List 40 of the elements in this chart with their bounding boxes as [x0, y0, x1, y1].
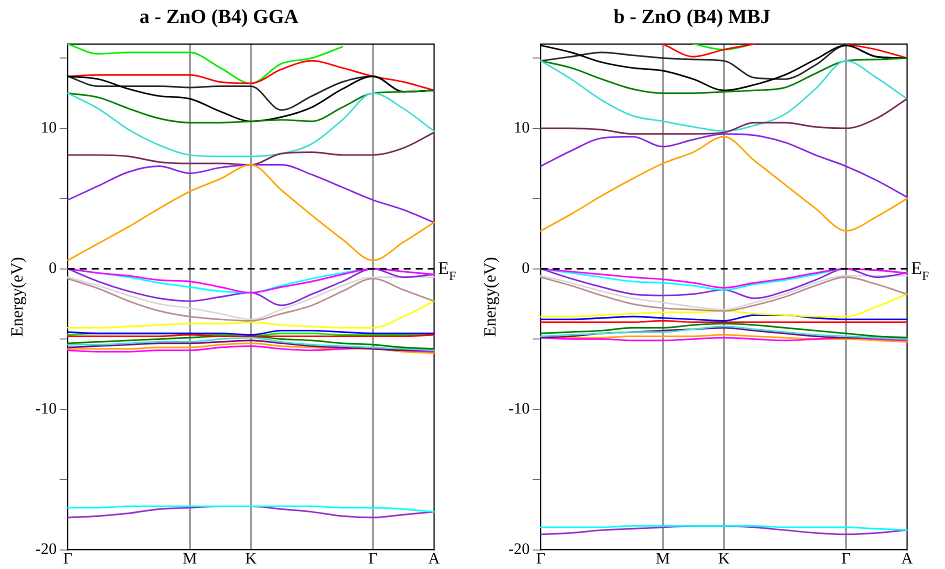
line-series	[66, 300, 435, 329]
x-tick-label: Γ	[841, 550, 851, 568]
line-series	[66, 268, 435, 294]
y-axis-title: Energy(eV)	[8, 256, 27, 337]
line-series	[540, 60, 908, 132]
y-tick-label: -20	[35, 541, 57, 558]
x-tick-label: A	[428, 550, 440, 568]
line-series	[540, 322, 908, 338]
x-tick-label: A	[901, 550, 914, 568]
line-series	[66, 90, 435, 124]
line-series	[66, 132, 435, 166]
x-tick-label: M	[182, 550, 197, 568]
y-tick-label: 0	[522, 260, 530, 278]
y-tick-label: 10	[514, 120, 530, 137]
x-tick-label: M	[656, 550, 670, 568]
x-tick-label: Γ	[368, 550, 378, 568]
line-series	[66, 92, 435, 158]
line-series	[540, 268, 908, 300]
y-tick-label: -10	[508, 400, 530, 418]
line-series	[540, 136, 908, 232]
y-axis-title: Energy(eV)	[480, 256, 500, 337]
line-series	[66, 164, 435, 262]
line-series	[66, 164, 435, 224]
line-series	[66, 268, 435, 306]
x-tick-label: K	[718, 550, 730, 568]
x-tick-label: K	[245, 550, 258, 568]
y-tick-label: 0	[48, 260, 57, 278]
line-series	[66, 342, 435, 354]
line-series	[540, 133, 908, 198]
x-tick-label: Γ	[536, 550, 546, 568]
chart-title: b - ZnO (B4) MBJ	[614, 6, 770, 28]
line-series	[540, 98, 908, 135]
line-series	[540, 57, 908, 94]
line-series	[540, 293, 908, 318]
x-tick-label: Γ	[63, 550, 72, 568]
chart-title: a - ZnO (B4) GGA	[140, 6, 299, 28]
line-series	[66, 44, 344, 84]
y-tick-label: 10	[40, 120, 57, 137]
y-tick-label: -10	[35, 400, 57, 418]
y-tick-label: -20	[508, 541, 530, 558]
